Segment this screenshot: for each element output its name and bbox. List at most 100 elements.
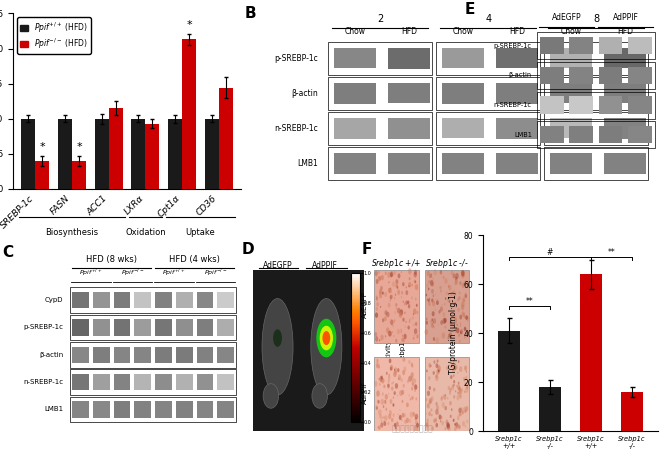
Circle shape (432, 426, 434, 431)
Circle shape (453, 361, 454, 363)
Circle shape (387, 272, 390, 278)
Circle shape (455, 329, 457, 333)
Circle shape (399, 415, 402, 420)
Circle shape (398, 378, 400, 380)
Circle shape (451, 294, 452, 296)
Circle shape (411, 387, 413, 391)
Bar (544, 112, 648, 145)
Circle shape (460, 412, 462, 416)
Circle shape (453, 380, 455, 383)
Circle shape (462, 274, 464, 278)
Circle shape (448, 286, 450, 288)
Circle shape (393, 371, 396, 377)
Circle shape (406, 290, 408, 295)
Circle shape (380, 423, 384, 427)
Bar (628, 37, 652, 54)
Circle shape (436, 337, 439, 343)
Text: $Ppif^{-/-}$: $Ppif^{-/-}$ (203, 268, 227, 278)
Bar (442, 83, 484, 104)
Circle shape (438, 324, 439, 326)
Circle shape (394, 367, 397, 373)
Circle shape (461, 301, 465, 308)
Bar (374, 270, 419, 343)
Circle shape (392, 413, 395, 417)
Text: Srebp1c-Luc: Srebp1c-Luc (400, 322, 406, 365)
Bar (334, 48, 376, 68)
Circle shape (385, 335, 386, 337)
Circle shape (383, 421, 386, 426)
Bar (604, 48, 646, 69)
Circle shape (404, 302, 406, 305)
Circle shape (399, 312, 402, 318)
Circle shape (411, 376, 414, 382)
Circle shape (434, 339, 436, 341)
Circle shape (456, 273, 459, 279)
Circle shape (463, 407, 466, 413)
Circle shape (464, 383, 466, 386)
Bar (436, 77, 540, 110)
Circle shape (394, 319, 395, 323)
Circle shape (379, 414, 382, 419)
Circle shape (384, 316, 387, 321)
Bar (134, 401, 151, 418)
Circle shape (386, 312, 390, 317)
Circle shape (456, 385, 458, 387)
Circle shape (452, 384, 454, 387)
Circle shape (453, 374, 455, 377)
Bar (70, 396, 236, 422)
Bar (94, 119, 108, 189)
Circle shape (386, 327, 390, 333)
Text: n-SREBP-1c: n-SREBP-1c (23, 379, 63, 385)
Circle shape (414, 379, 416, 383)
Bar (599, 97, 622, 114)
Circle shape (414, 270, 417, 275)
Text: HFD: HFD (401, 26, 417, 35)
Bar (72, 374, 89, 390)
Circle shape (393, 396, 394, 399)
Circle shape (406, 402, 409, 407)
Circle shape (461, 304, 464, 310)
Circle shape (448, 336, 450, 339)
Bar (132, 119, 146, 189)
Circle shape (437, 360, 438, 363)
Circle shape (429, 398, 432, 403)
Circle shape (409, 277, 410, 280)
Circle shape (462, 283, 464, 288)
Circle shape (401, 291, 403, 295)
Circle shape (457, 298, 459, 302)
Bar (599, 37, 622, 54)
Circle shape (402, 400, 403, 403)
Circle shape (374, 271, 378, 276)
Circle shape (402, 357, 405, 362)
Circle shape (457, 416, 460, 420)
Bar (114, 319, 130, 335)
Circle shape (435, 294, 436, 295)
Circle shape (454, 315, 457, 320)
Text: LMB1: LMB1 (297, 159, 318, 168)
Circle shape (428, 280, 430, 284)
Circle shape (411, 396, 414, 400)
Circle shape (466, 420, 468, 423)
Text: *: * (76, 142, 82, 152)
Bar (72, 319, 89, 335)
Bar (569, 37, 593, 54)
Circle shape (388, 288, 390, 293)
Circle shape (415, 284, 418, 290)
Circle shape (388, 374, 390, 376)
Circle shape (455, 365, 458, 370)
Circle shape (382, 392, 384, 396)
Circle shape (386, 408, 387, 411)
Bar (93, 319, 110, 335)
Bar (134, 374, 151, 390)
Circle shape (414, 384, 417, 390)
Bar (328, 147, 432, 180)
Circle shape (432, 282, 434, 287)
Circle shape (402, 317, 405, 322)
Circle shape (430, 320, 432, 323)
Circle shape (446, 291, 448, 295)
Circle shape (428, 363, 431, 368)
Circle shape (432, 301, 436, 306)
Bar (217, 401, 234, 418)
Text: 国际肝胆胰疾病杂志: 国际肝胆胰疾病杂志 (392, 424, 433, 433)
Text: *: * (186, 20, 192, 30)
